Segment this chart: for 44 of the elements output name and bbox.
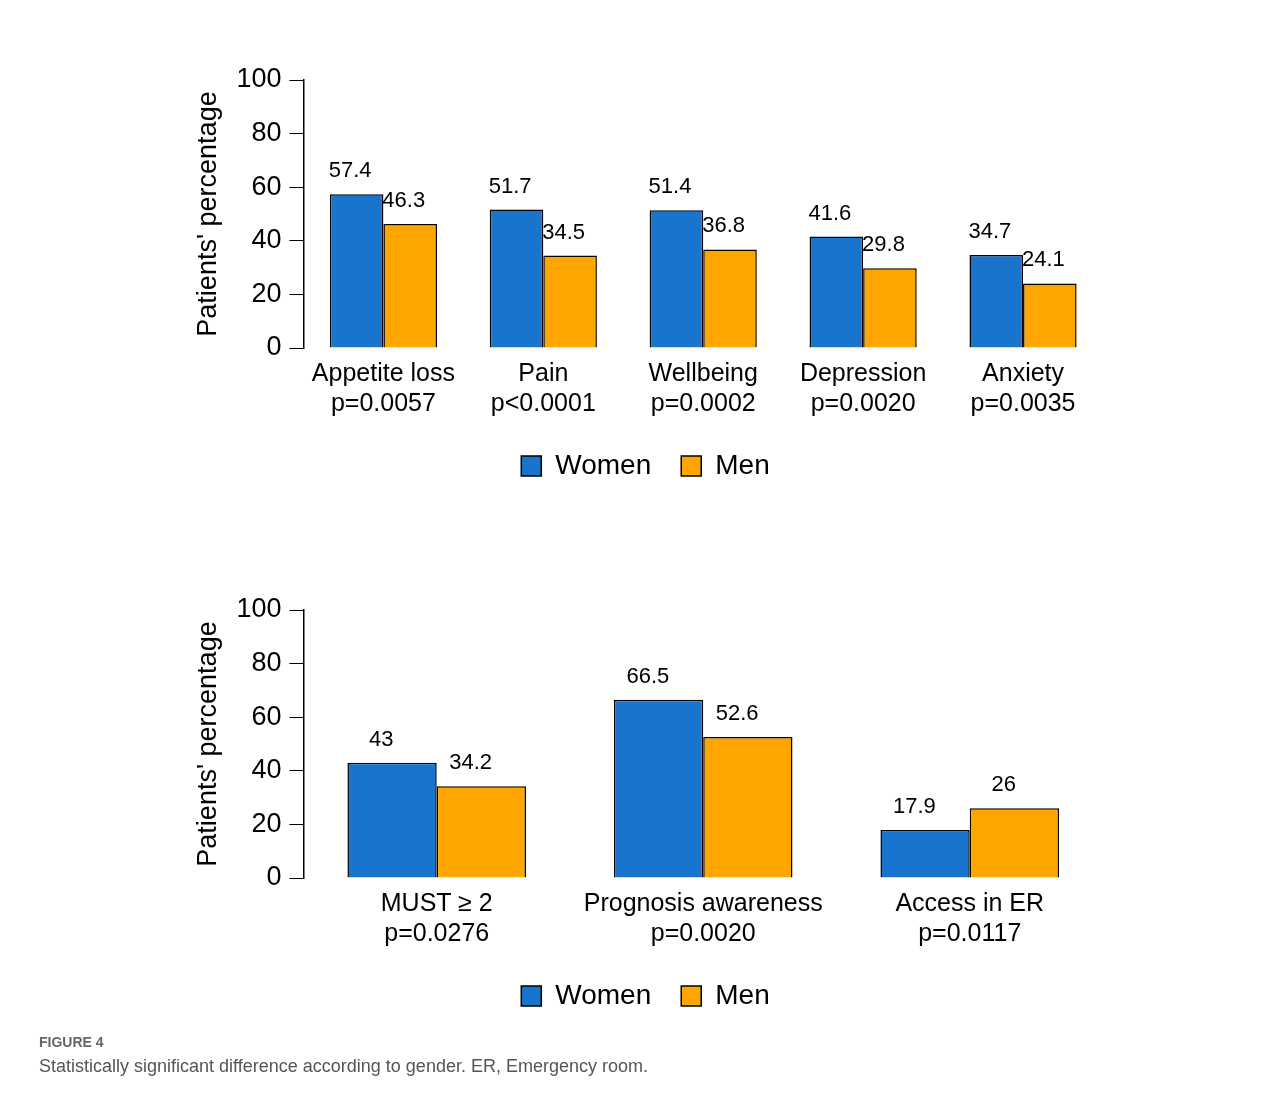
x-tick-label: MUST ≥ 2 p=0.0276 [380, 887, 493, 946]
text: Statistically significant difference according to gender. ER, Emergency room. [39, 1056, 649, 1077]
y-tick-label: 40 [251, 754, 282, 785]
x-tick-label: Pain p<0.0001 [490, 357, 596, 416]
y-axis-title: Patients' percentage [191, 91, 222, 337]
legend-label: Men [715, 978, 770, 1010]
x-tick-label: Access in ER p=0.0117 [895, 887, 1045, 946]
y-tick-label: 100 [236, 593, 282, 624]
y-tick-label: 20 [251, 277, 282, 308]
data-label: 34.5 [542, 218, 586, 244]
y-tick-label: 100 [236, 63, 282, 94]
data-label: 34.7 [968, 218, 1012, 244]
data-label: 17.9 [892, 793, 936, 819]
x-tick-label: Wellbeing p=0.0002 [648, 357, 758, 416]
data-label: 43 [369, 725, 394, 751]
data-label: 51.7 [488, 172, 532, 198]
y-tick-label: 60 [251, 700, 282, 731]
y-tick-label: 80 [251, 647, 282, 678]
x-tick-label: Prognosis awareness p=0.0020 [583, 887, 823, 946]
data-label: 41.6 [808, 199, 852, 225]
caption: FIGURE 4 [39, 1034, 105, 1050]
y-tick-label: 20 [251, 807, 282, 838]
legend-label: Women [555, 448, 652, 480]
data-label: 46.3 [382, 186, 426, 212]
y-axis-title: Patients' percentage [191, 621, 222, 867]
data-label: 29.8 [862, 231, 905, 257]
data-label: 26 [991, 771, 1016, 797]
y-tick-label: 0 [266, 861, 282, 892]
y-tick-label: 40 [251, 224, 282, 255]
x-tick-label: Appetite loss p=0.0057 [311, 357, 455, 416]
y-tick-label: 60 [251, 170, 282, 201]
y-tick-label: 80 [251, 117, 282, 148]
x-tick-label: Anxiety p=0.0035 [970, 357, 1076, 416]
data-label: 24.1 [1021, 246, 1065, 272]
legend-label: Men [715, 448, 770, 480]
data-label: 34.2 [449, 749, 493, 775]
y-tick-label: 0 [266, 331, 282, 362]
x-tick-label: Depression p=0.0020 [799, 357, 927, 416]
legend-label: Women [555, 978, 652, 1010]
data-label: 36.8 [702, 212, 745, 238]
data-label: 57.4 [328, 157, 372, 183]
data-label: 52.6 [715, 700, 759, 726]
data-label: 51.4 [648, 173, 692, 199]
data-label: 66.5 [626, 662, 670, 688]
